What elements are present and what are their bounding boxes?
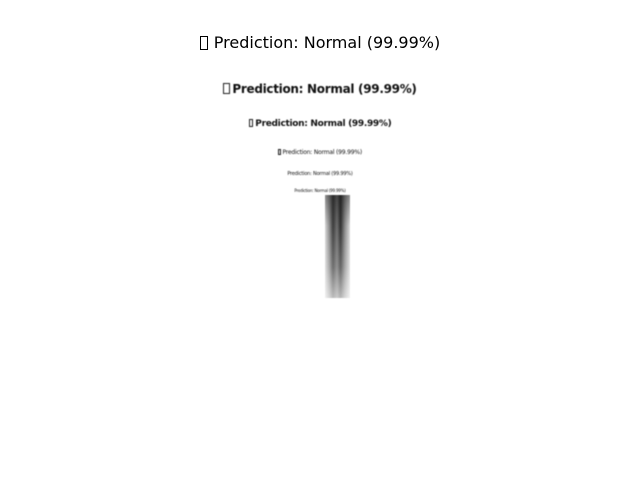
nested-title-copy-4-text: Prediction: Normal (99.99%) [287, 171, 353, 177]
prediction-title: Prediction: Normal (99.99%) [0, 32, 640, 54]
nested-title-copy-2-text: Prediction: Normal (99.99%) [255, 119, 392, 130]
nested-title-copy-4: Prediction: Normal (99.99%) [0, 171, 640, 177]
missing-glyph-icon [248, 119, 254, 128]
xray-image [325, 195, 350, 298]
nested-title-copy-2: Prediction: Normal (99.99%) [0, 119, 640, 129]
nested-title-copy-1-text: Prediction: Normal (99.99%) [232, 82, 417, 96]
nested-title-copy-5-text: Prediction: Normal (99.99%) [294, 188, 346, 193]
missing-glyph-icon [223, 83, 230, 95]
nested-title-copy-3: Prediction: Normal (99.99%) [0, 149, 640, 156]
nested-title-copy-1: Prediction: Normal (99.99%) [0, 82, 640, 96]
prediction-title-text: Prediction: Normal (99.99%) [213, 33, 441, 52]
missing-glyph-icon [199, 36, 208, 50]
nested-title-copy-5: Prediction: Normal (99.99%) [0, 188, 640, 193]
nested-title-copy-3-text: Prediction: Normal (99.99%) [282, 149, 362, 156]
missing-glyph-icon [278, 149, 282, 155]
